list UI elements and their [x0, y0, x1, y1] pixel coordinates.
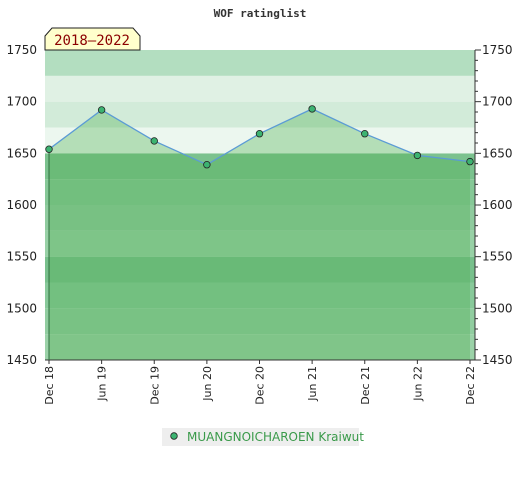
y-tick-label: 1750 [6, 43, 37, 57]
x-axis: Dec 18 Jun 19 Dec 19 Jun 20 Dec 20 Jun 21 Dec … [43, 360, 477, 405]
legend: MUANGNOICHAROEN Kraiwut [162, 428, 364, 446]
rating-band [45, 334, 475, 360]
chart-title: WOF ratinglist [214, 7, 307, 20]
y-tick-label: 1550 [6, 250, 37, 264]
rating-band [45, 75, 475, 102]
data-point [361, 129, 369, 138]
legend-box [162, 428, 359, 446]
x-tick-label: Dec 22 [464, 366, 477, 405]
x-tick-label: Dec 21 [359, 366, 372, 405]
rating-band [45, 256, 475, 283]
data-point [255, 129, 264, 138]
period-label: 2018–2022 [54, 33, 130, 49]
y-axis-left: 1450 1500 1550 1600 1650 1700 1750 [6, 43, 37, 367]
y-tick-label: 1450 [482, 353, 513, 367]
rating-band [45, 179, 475, 205]
y-tick-label: 1500 [6, 301, 37, 315]
y-tick-label: 1600 [482, 198, 513, 212]
series-line [45, 105, 474, 169]
data-point [97, 106, 106, 114]
background-bands [45, 50, 475, 360]
legend-series-name: MUANGNOICHAROEN Kraiwut [187, 430, 364, 444]
y-tick-label: 1550 [482, 250, 513, 264]
y-tick-label: 1650 [6, 146, 37, 160]
x-tick-label: Jun 20 [201, 366, 214, 402]
rating-band [45, 50, 475, 76]
rating-band [45, 153, 475, 180]
y-tick-label: 1600 [6, 198, 37, 212]
y-tick-label: 1700 [482, 95, 513, 109]
data-point [308, 105, 316, 113]
data-point [150, 137, 158, 145]
y-tick-label: 1500 [482, 301, 513, 315]
x-tick-label: Jun 22 [411, 366, 424, 402]
period-badge-box [44, 27, 141, 51]
legend-marker-icon [170, 432, 178, 440]
x-tick-label: Dec 19 [148, 366, 161, 405]
area-fill [49, 108, 470, 361]
x-tick-label: Dec 18 [43, 366, 56, 405]
data-point [466, 157, 474, 166]
rating-band [45, 282, 475, 309]
y-tick-label: 1650 [482, 146, 513, 160]
period-badge: 2018–2022 [44, 27, 141, 51]
x-tick-label: Jun 21 [306, 366, 319, 402]
y-tick-label: 1750 [482, 43, 513, 57]
rating-band [45, 308, 475, 335]
y-tick-label: 1450 [6, 353, 37, 367]
y-tick-label: 1700 [6, 95, 37, 109]
rating-band [45, 205, 475, 231]
rating-band [45, 101, 475, 128]
area-path [49, 108, 470, 361]
x-tick-label: Jun 19 [96, 366, 109, 402]
x-tick-label: Dec 20 [254, 366, 267, 405]
rating-band [45, 230, 475, 257]
data-point [203, 160, 211, 169]
data-point [45, 145, 53, 153]
data-point [413, 151, 422, 160]
y-axis-right: 1450 1500 1550 1600 1650 1700 1750 [475, 43, 513, 367]
